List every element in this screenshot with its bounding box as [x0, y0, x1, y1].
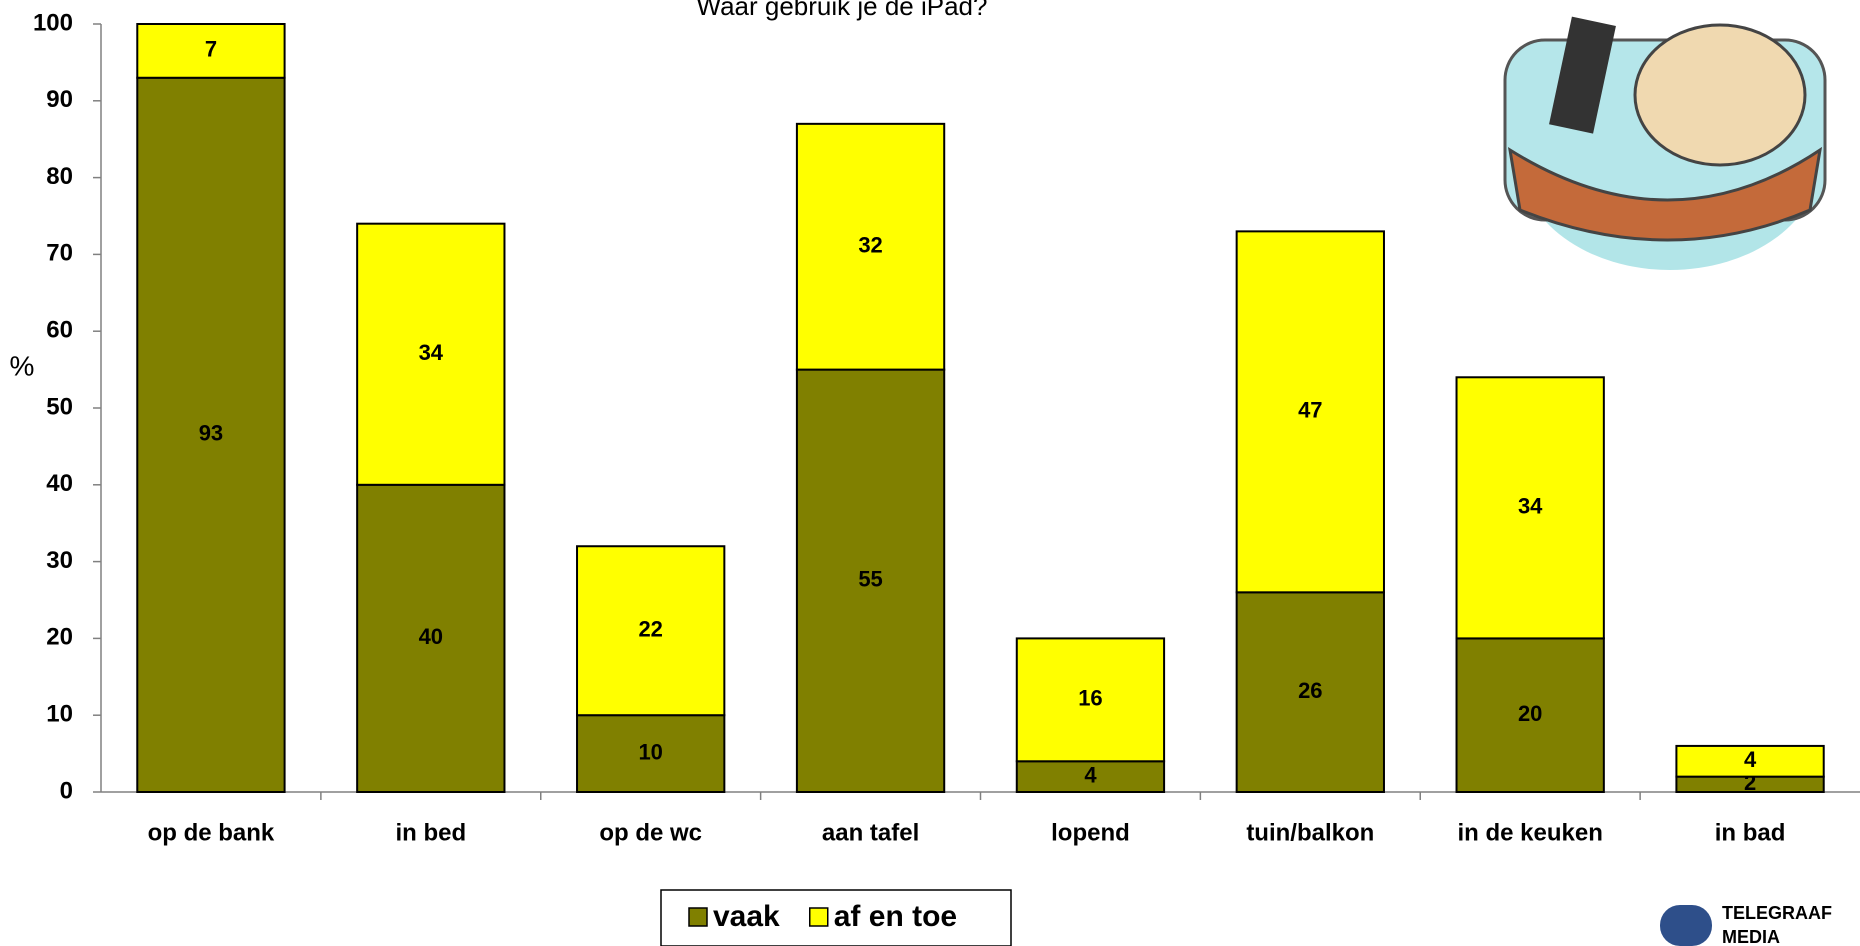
y-tick-label: 10 — [46, 701, 73, 728]
x-tick-label: lopend — [1051, 819, 1130, 846]
y-tick-label: 90 — [46, 86, 73, 113]
legend-label: af en toe — [834, 900, 957, 933]
chart: Waar gebruik je de iPad? % TELEGRAAF MED… — [0, 0, 1860, 946]
x-tick-label: in bad — [1715, 819, 1786, 846]
y-tick-label: 30 — [46, 547, 73, 574]
data-label: 7 — [205, 37, 217, 62]
logo-text: TELEGRAAF — [1722, 903, 1832, 923]
data-label: 26 — [1298, 678, 1322, 703]
x-tick-label: op de bank — [148, 819, 275, 846]
y-tick-label: 50 — [46, 393, 73, 420]
x-tick-label: in de keuken — [1457, 819, 1602, 846]
data-label: 16 — [1078, 686, 1102, 711]
logo-text: MEDIA — [1722, 927, 1780, 946]
data-label: 22 — [638, 617, 662, 642]
x-tick-label: in bed — [395, 819, 466, 846]
y-tick-label: 0 — [60, 777, 73, 804]
legend-swatch — [689, 908, 707, 926]
x-tick-label: aan tafel — [822, 819, 919, 846]
logo-mark — [1660, 905, 1712, 946]
data-label: 47 — [1298, 398, 1322, 423]
data-label: 4 — [1744, 747, 1757, 772]
y-tick-label: 80 — [46, 163, 73, 190]
y-tick-label: 100 — [33, 9, 73, 36]
y-tick-label: 40 — [46, 470, 73, 497]
y-tick-label: 20 — [46, 624, 73, 651]
data-label: 32 — [858, 233, 882, 258]
data-label: 20 — [1518, 701, 1542, 726]
chart-title: Waar gebruik je de iPad? — [697, 0, 988, 21]
y-axis-label: % — [10, 350, 35, 381]
legend-label: vaak — [713, 900, 780, 933]
data-label: 34 — [419, 340, 444, 365]
data-label: 93 — [199, 421, 223, 446]
x-tick-label: tuin/balkon — [1246, 819, 1374, 846]
y-tick-label: 60 — [46, 317, 73, 344]
data-label: 40 — [419, 624, 443, 649]
y-tick-label: 70 — [46, 240, 73, 267]
data-label: 55 — [858, 567, 882, 592]
data-label: 10 — [638, 739, 662, 764]
x-tick-label: op de wc — [599, 819, 702, 846]
data-label: 34 — [1518, 494, 1543, 519]
legend-swatch — [810, 908, 828, 926]
data-label: 4 — [1084, 762, 1097, 787]
illustration — [1505, 17, 1825, 270]
